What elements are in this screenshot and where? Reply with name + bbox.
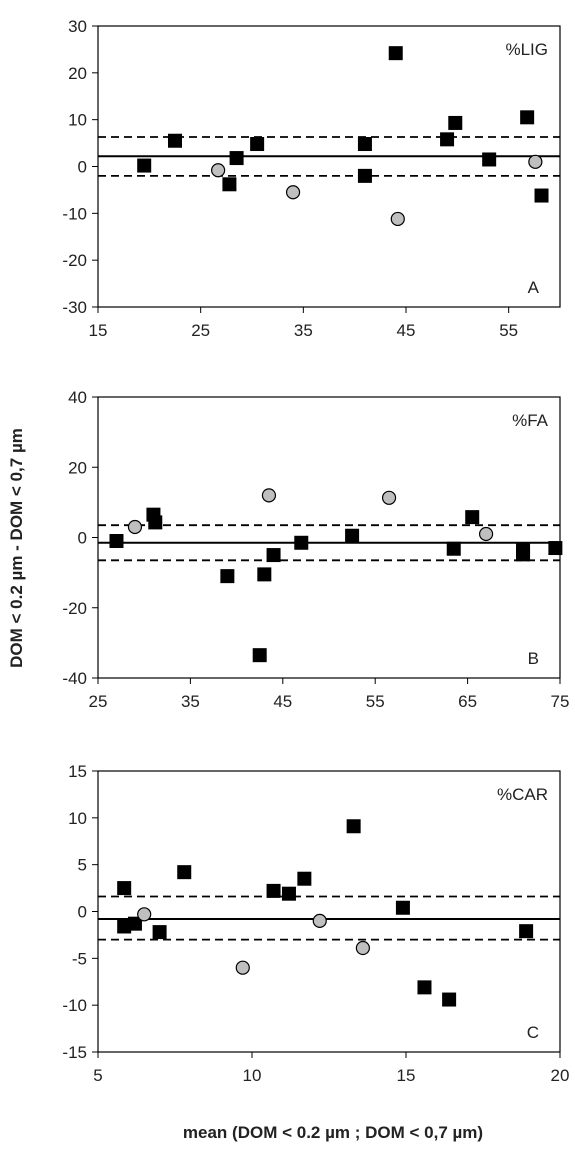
x-tick-label: 25 [191, 321, 210, 340]
panel-letter: C [527, 1023, 539, 1042]
y-tick-label: -15 [62, 1043, 87, 1062]
data-point-circle [127, 519, 143, 535]
data-point-square [395, 900, 410, 915]
data-point-square [346, 819, 361, 834]
data-point-circle [211, 163, 226, 178]
y-tick-label: 15 [68, 762, 87, 781]
data-point-circle [528, 154, 543, 169]
y-tick-label: 20 [68, 458, 87, 477]
panel-title: %LIG [505, 40, 548, 59]
data-point-square [252, 648, 267, 663]
data-point-circle [390, 211, 405, 227]
data-point-square [297, 871, 312, 886]
y-axis-title: DOM < 0.2 µm - DOM < 0,7 µm [7, 428, 26, 668]
y-tick-label: -40 [62, 669, 87, 688]
data-point-square [220, 569, 235, 584]
data-point-square [177, 865, 192, 880]
data-point-square [357, 137, 372, 152]
data-point-square [520, 110, 535, 125]
data-point-square [345, 528, 360, 543]
y-tick-label: 5 [78, 856, 87, 875]
y-tick-label: 0 [78, 903, 87, 922]
x-tick-label: 45 [397, 321, 416, 340]
data-point-square [388, 46, 403, 61]
data-point-square [448, 115, 463, 130]
data-point-square [152, 925, 167, 940]
data-point-square [465, 510, 480, 525]
data-point-circle [285, 185, 301, 200]
x-tick-label: 35 [294, 321, 313, 340]
data-point-square [534, 188, 549, 203]
plot-frame [97, 770, 561, 1053]
x-tick-label: 75 [551, 692, 570, 711]
data-point-square [266, 883, 281, 898]
data-point-circle [137, 907, 152, 922]
x-tick-label: 55 [366, 692, 385, 711]
data-point-square [137, 158, 152, 173]
y-tick-label: -30 [62, 298, 87, 317]
y-tick-label: 10 [68, 111, 87, 130]
data-point-circle [355, 940, 370, 956]
data-point-square [440, 132, 455, 147]
data-point-square [281, 886, 296, 901]
data-point-square [222, 177, 237, 192]
x-tick-label: 25 [89, 692, 108, 711]
y-tick-label: -20 [62, 599, 87, 618]
x-axis-title: mean (DOM < 0.2 µm ; DOM < 0,7 µm) [183, 1123, 483, 1142]
data-point-square [357, 168, 372, 183]
x-tick-label: 55 [499, 321, 518, 340]
data-point-square [117, 919, 132, 934]
x-tick-label: 35 [181, 692, 200, 711]
y-tick-label: 40 [68, 388, 87, 407]
data-point-square [516, 547, 531, 562]
data-point-square [127, 916, 142, 931]
data-point-square [294, 535, 309, 550]
data-point-square [148, 515, 163, 530]
x-tick-label: 15 [397, 1066, 416, 1085]
x-tick-label: 65 [458, 692, 477, 711]
data-point-square [442, 992, 457, 1007]
x-tick-label: 15 [89, 321, 108, 340]
y-tick-label: 0 [78, 529, 87, 548]
data-point-square [109, 534, 124, 549]
y-tick-label: 10 [68, 809, 87, 828]
plot-frame [97, 25, 561, 308]
x-tick-label: 20 [551, 1066, 570, 1085]
data-point-square [250, 137, 265, 152]
data-point-square [417, 980, 432, 995]
x-tick-label: 45 [273, 692, 292, 711]
data-point-circle [478, 526, 494, 542]
y-tick-label: 0 [78, 158, 87, 177]
data-point-circle [235, 960, 250, 975]
panel-title: %CAR [497, 785, 548, 804]
data-point-square [519, 924, 534, 939]
panel-letter: A [528, 278, 540, 297]
x-tick-label: 5 [93, 1066, 102, 1085]
chart-panel-c: -15 -10 -5 0 5 10 15 5 10 15 20 %CAR C [62, 762, 569, 1085]
data-point-circle [261, 488, 277, 503]
data-point-circle [312, 913, 327, 928]
y-tick-label: -10 [62, 996, 87, 1015]
data-point-square [482, 152, 497, 167]
data-point-square [229, 151, 244, 166]
y-tick-label: 30 [68, 17, 87, 36]
panel-title: %FA [512, 411, 549, 430]
data-point-square [266, 548, 281, 563]
data-point-square [548, 541, 563, 556]
data-point-square [257, 567, 272, 582]
y-tick-label: -5 [72, 949, 87, 968]
data-point-square [117, 881, 132, 896]
data-point-circle [381, 490, 397, 505]
panel-letter: B [528, 649, 539, 668]
data-point-square [446, 541, 461, 556]
y-tick-label: 20 [68, 64, 87, 83]
y-tick-label: -10 [62, 204, 87, 223]
chart-panel-b: -40 -20 0 20 40 25 35 45 55 65 75 %FA B [62, 388, 569, 711]
chart-panel-a: -30 -20 -10 0 10 20 30 15 25 35 45 55 %LIG A [62, 17, 561, 340]
y-tick-label: -20 [62, 251, 87, 270]
data-point-square [168, 133, 182, 148]
x-tick-label: 10 [243, 1066, 262, 1085]
